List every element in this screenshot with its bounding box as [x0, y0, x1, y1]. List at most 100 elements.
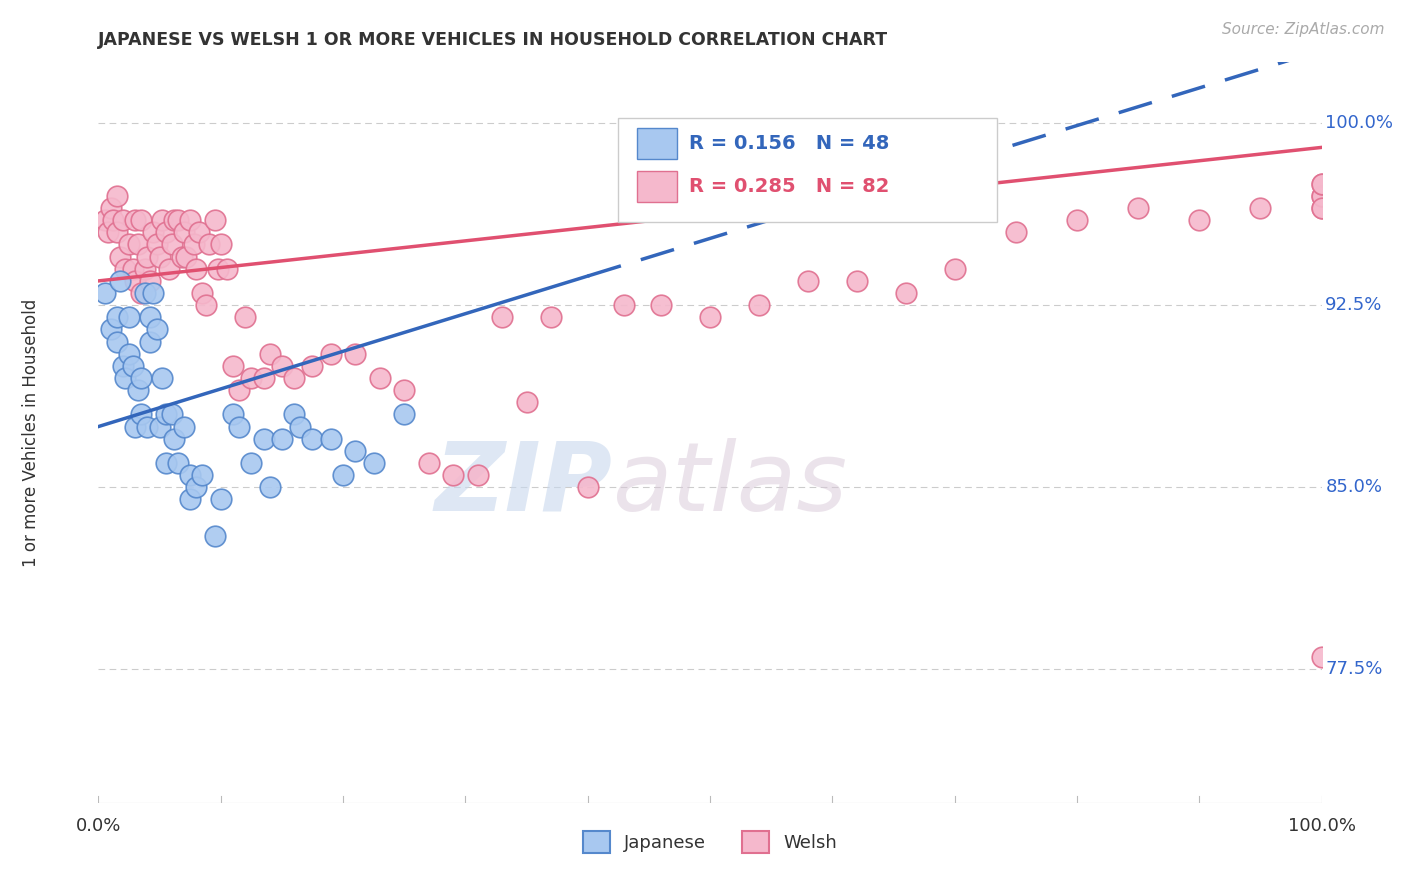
Point — [943, 261, 966, 276]
Point — [491, 310, 513, 325]
Point — [129, 286, 152, 301]
Point — [118, 237, 141, 252]
Point — [1310, 189, 1333, 203]
Point — [124, 419, 146, 434]
Text: R = 0.285   N = 82: R = 0.285 N = 82 — [689, 178, 890, 196]
Point — [93, 286, 115, 301]
Point — [179, 468, 201, 483]
Point — [129, 408, 152, 422]
Point — [515, 395, 537, 409]
Point — [344, 443, 367, 458]
Point — [155, 408, 177, 422]
Point — [124, 213, 146, 227]
Point — [1310, 201, 1333, 215]
Point — [301, 359, 323, 373]
Point — [215, 261, 238, 276]
Point — [114, 261, 136, 276]
Point — [127, 237, 149, 252]
Point — [418, 456, 440, 470]
Point — [191, 286, 214, 301]
Point — [150, 213, 173, 227]
Point — [195, 298, 218, 312]
Text: 92.5%: 92.5% — [1326, 296, 1382, 314]
Point — [179, 213, 201, 227]
Point — [105, 310, 128, 325]
Text: ZIP: ZIP — [434, 438, 612, 531]
Point — [105, 189, 128, 203]
Point — [222, 408, 245, 422]
Point — [146, 237, 169, 252]
Text: 100.0%: 100.0% — [1288, 817, 1355, 836]
Point — [332, 468, 354, 483]
Point — [100, 322, 122, 336]
Point — [259, 480, 281, 494]
Point — [228, 383, 250, 397]
Point — [139, 310, 162, 325]
Point — [467, 468, 489, 483]
Point — [209, 492, 232, 507]
Point — [1066, 213, 1088, 227]
Point — [392, 408, 416, 422]
Text: R = 0.156   N = 48: R = 0.156 N = 48 — [689, 135, 890, 153]
Point — [121, 261, 143, 276]
Point — [252, 432, 274, 446]
Point — [368, 371, 391, 385]
Point — [301, 432, 323, 446]
Point — [129, 371, 152, 385]
Point — [191, 468, 214, 483]
Point — [134, 286, 156, 301]
Point — [139, 334, 162, 349]
Point — [894, 286, 917, 301]
Point — [179, 492, 201, 507]
Point — [1310, 189, 1333, 203]
Point — [183, 237, 205, 252]
Point — [240, 371, 263, 385]
Point — [252, 371, 274, 385]
Point — [149, 419, 172, 434]
Point — [100, 201, 122, 215]
Point — [142, 225, 165, 239]
Point — [110, 274, 132, 288]
Point — [540, 310, 562, 325]
Text: 100.0%: 100.0% — [1326, 114, 1393, 132]
Point — [139, 274, 162, 288]
Text: 1 or more Vehicles in Household: 1 or more Vehicles in Household — [22, 299, 41, 566]
Point — [149, 250, 172, 264]
Point — [233, 310, 256, 325]
Point — [176, 250, 198, 264]
Point — [170, 250, 193, 264]
Point — [207, 261, 229, 276]
Point — [167, 213, 190, 227]
Point — [93, 213, 115, 227]
Point — [222, 359, 245, 373]
Point — [197, 237, 219, 252]
Point — [1188, 213, 1211, 227]
Point — [1310, 177, 1333, 191]
Point — [228, 419, 250, 434]
Point — [111, 213, 134, 227]
Point — [101, 213, 124, 227]
Point — [167, 456, 190, 470]
Point — [160, 408, 183, 422]
Point — [155, 456, 177, 470]
Point — [283, 371, 305, 385]
Point — [1004, 225, 1026, 239]
Point — [110, 250, 132, 264]
Text: 77.5%: 77.5% — [1326, 660, 1382, 678]
Point — [1249, 201, 1271, 215]
Point — [155, 225, 177, 239]
Point — [283, 408, 305, 422]
Bar — [637, 171, 678, 202]
Point — [111, 359, 134, 373]
Point — [363, 456, 385, 470]
Point — [173, 419, 195, 434]
Point — [204, 529, 226, 543]
Point — [270, 432, 294, 446]
Point — [142, 286, 165, 301]
Point — [157, 261, 180, 276]
Point — [1310, 177, 1333, 191]
Point — [392, 383, 416, 397]
Point — [1310, 650, 1333, 665]
Point — [259, 347, 281, 361]
Point — [240, 456, 263, 470]
